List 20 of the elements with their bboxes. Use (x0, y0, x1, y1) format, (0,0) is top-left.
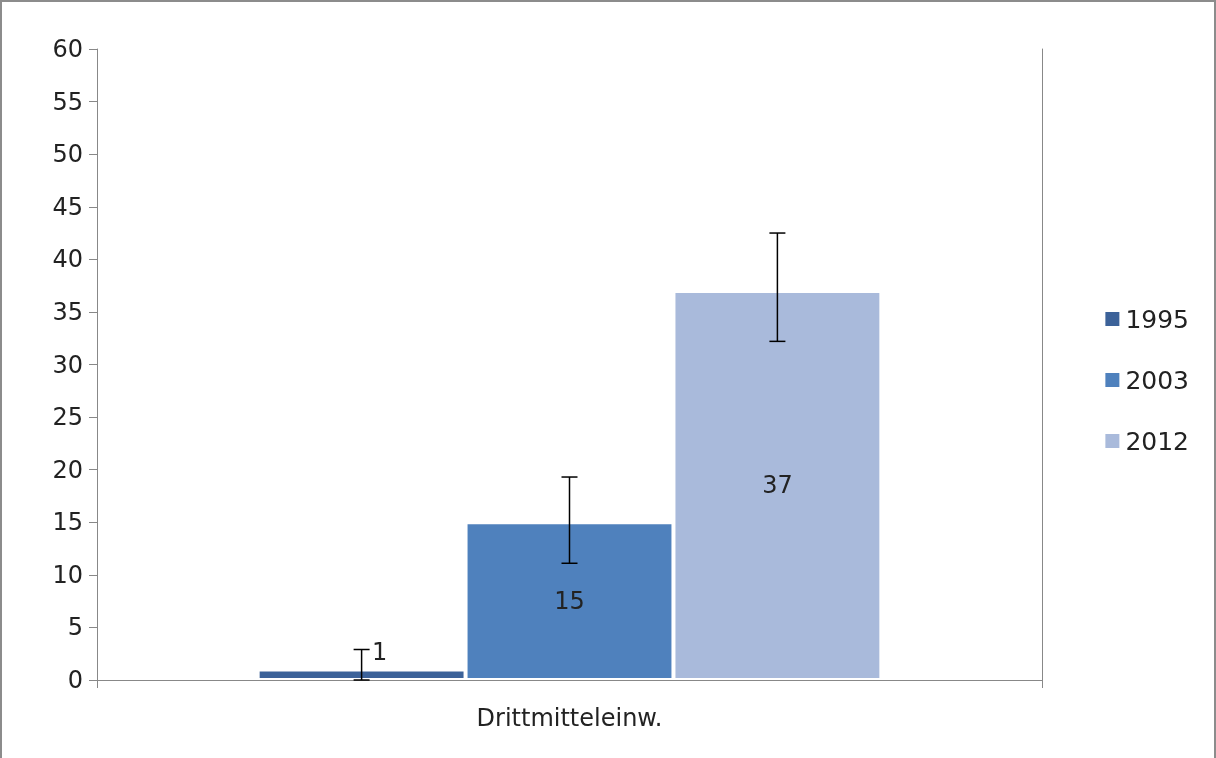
data-label: 15 (554, 587, 585, 616)
y-tick-label: 25 (52, 403, 83, 432)
y-tick-label: 20 (52, 455, 83, 484)
x-tick-label: Drittmitteleinw. (476, 704, 663, 732)
y-tick-label: 30 (52, 350, 83, 379)
y-tick-label: 60 (52, 35, 83, 63)
y-tick-label: 0 (67, 666, 83, 694)
data-label: 1 (371, 638, 388, 667)
data-label: 37 (762, 471, 793, 500)
y-tick-label: 55 (52, 87, 83, 116)
y-tick-label: 40 (52, 245, 83, 274)
y-tick-label: 5 (67, 613, 83, 642)
legend-label: 2003 (1125, 365, 1189, 395)
legend-label: 1995 (1125, 304, 1189, 334)
y-tick-label: 45 (52, 192, 83, 221)
y-tick-label: 10 (52, 560, 83, 589)
legend-label: 2012 (1125, 426, 1189, 456)
y-tick-label: 15 (52, 508, 83, 537)
y-tick-label: 50 (52, 140, 83, 169)
y-tick-label: 35 (52, 297, 83, 326)
